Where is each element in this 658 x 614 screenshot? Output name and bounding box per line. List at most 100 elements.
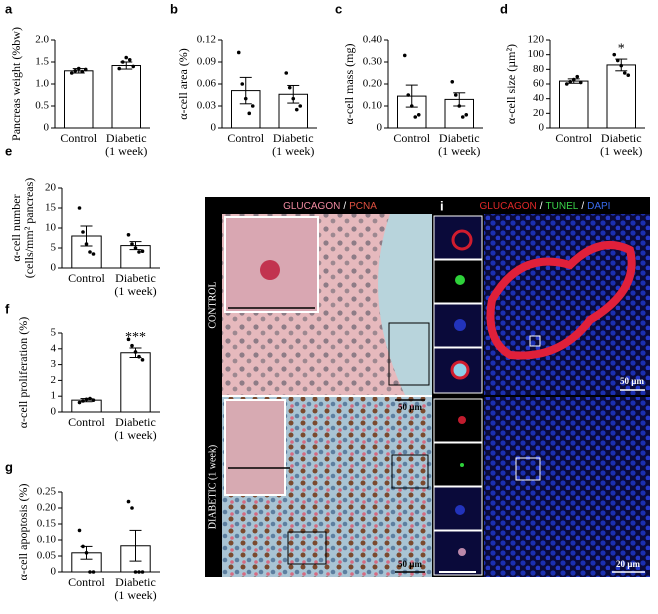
data-point [91, 570, 96, 574]
data-point [622, 71, 627, 75]
data-point [571, 77, 576, 82]
panel-label: e [5, 143, 12, 158]
y-axis-label: Pancreas weight (%bw) [9, 27, 23, 141]
header-part: / [343, 201, 346, 212]
x-tick-label: Control [227, 131, 264, 145]
y-axis-label: α-cell apoptosis (%) [16, 484, 30, 581]
y-tick-label: 0.10 [363, 100, 383, 112]
data-point [575, 74, 580, 79]
y-tick-label: 3 [51, 358, 57, 370]
data-point [578, 80, 583, 85]
data-point [77, 206, 82, 210]
y-tick-label: 0.05 [37, 550, 57, 562]
y-tick-label: 0 [211, 122, 217, 134]
bar [71, 235, 102, 269]
data-point [127, 58, 132, 62]
data-point [133, 246, 138, 250]
x-tick-label: Control [555, 131, 592, 145]
data-point [247, 111, 252, 116]
data-point [130, 506, 134, 510]
y-tick-label: 1.5 [35, 56, 49, 68]
bar [111, 65, 141, 129]
data-point [126, 233, 131, 237]
data-point [140, 570, 145, 574]
bar [120, 352, 151, 413]
y-tick-label: 0.25 [37, 486, 57, 498]
y-tick-label: 0.06 [197, 78, 217, 90]
x-tick-label: Control [68, 271, 105, 285]
y-tick-label: 60 [533, 78, 545, 90]
header-part: / [540, 201, 543, 212]
data-point [88, 250, 92, 254]
data-point [76, 66, 81, 71]
data-point [69, 71, 74, 75]
data-point [81, 399, 85, 403]
bar [559, 80, 589, 129]
x-tick-label: Diabetic (1 week) [114, 271, 156, 298]
data-point [626, 73, 631, 77]
zoom-box [287, 531, 327, 565]
data-point [284, 71, 289, 75]
data-point [568, 80, 573, 84]
data-point [80, 69, 85, 74]
background [378, 214, 432, 395]
data-point [243, 96, 248, 101]
annotation: * [618, 41, 625, 56]
header-part: / [581, 201, 584, 212]
y-tick-label: 0.15 [37, 518, 57, 530]
data-point [140, 358, 145, 362]
y-tick-label: 0.40 [363, 34, 383, 46]
data-point [236, 50, 241, 55]
y-tick-label: 10 [45, 222, 57, 234]
y-tick-label: 0.03 [197, 100, 217, 112]
small-tiles [433, 215, 483, 576]
y-tick-label: 1.0 [35, 78, 49, 90]
data-point [416, 113, 421, 117]
y-tick-label: 0.10 [37, 534, 57, 546]
data-point [413, 115, 418, 119]
data-point [402, 53, 407, 58]
y-tick-label: 0.5 [35, 100, 49, 112]
x-tick-label: Control [393, 131, 430, 145]
y-tick-label: 100 [528, 48, 545, 60]
y-tick-label: 80 [533, 63, 545, 75]
data-point [291, 96, 296, 101]
header-part: GLUCAGON [480, 201, 537, 212]
data-point [612, 52, 617, 57]
header-bar [432, 197, 650, 214]
data-point [619, 63, 624, 68]
y-tick-label: 40 [533, 92, 545, 104]
data-point [453, 93, 458, 97]
y-tick-label: 20 [45, 182, 57, 194]
y-tick-label: 0.20 [363, 78, 383, 90]
cell [260, 260, 280, 280]
panel-label: d [500, 1, 508, 16]
y-tick-label: 4 [51, 342, 57, 354]
y-tick-label: 5 [51, 327, 57, 339]
side-bar [205, 214, 222, 577]
data-point [409, 104, 414, 108]
y-tick-label: 0 [51, 566, 57, 578]
data-point [406, 93, 411, 97]
header: GLUCAGON / PCNA [283, 201, 377, 212]
header: GLUCAGON / TUNEL / DAPI [480, 201, 611, 212]
panel-label: b [170, 1, 178, 16]
annotation: *** [125, 330, 146, 345]
data-point [117, 66, 122, 71]
data-point [81, 230, 85, 234]
panel-label: a [5, 1, 13, 16]
x-tick-label: Diabetic (1 week) [272, 131, 314, 158]
data-point [126, 337, 131, 342]
data-point [84, 242, 89, 246]
data-point [124, 55, 129, 60]
inset [224, 399, 286, 496]
y-tick-label: 15 [45, 202, 57, 214]
x-tick-label: Control [60, 131, 97, 145]
panel-label: g [5, 459, 13, 474]
data-point [91, 398, 96, 402]
x-tick-label: Diabetic (1 week) [438, 131, 480, 158]
y-axis-label: α-cell mass (mg) [342, 44, 356, 125]
data-point [564, 82, 569, 86]
data-point [126, 499, 131, 504]
data-point [84, 397, 89, 402]
